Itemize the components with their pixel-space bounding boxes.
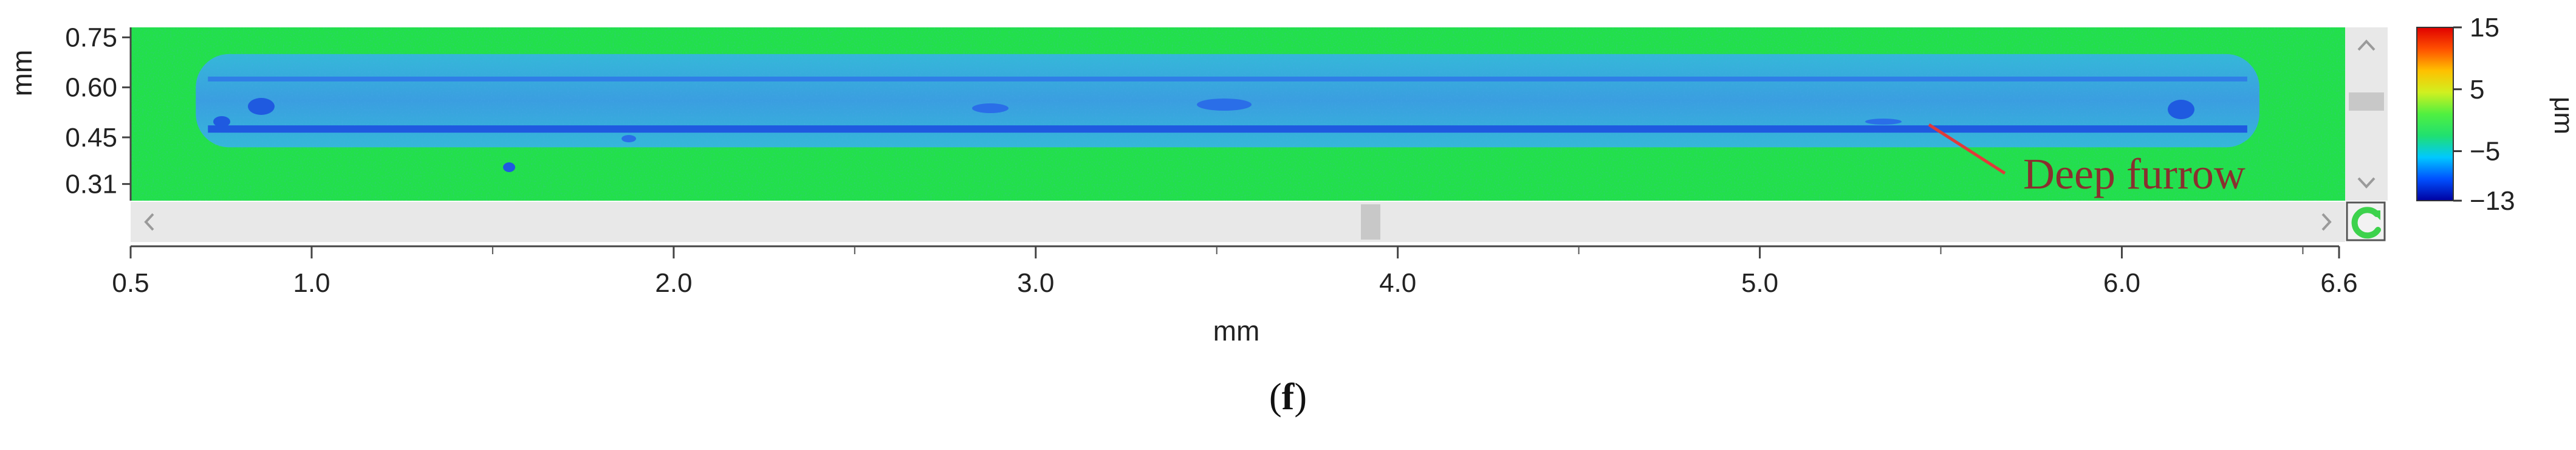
- colorbar-gradient: [2416, 27, 2454, 201]
- caption-close-paren: ): [1294, 376, 1307, 418]
- defect-spot: [1197, 99, 1252, 111]
- colorbar-tick-label: −13: [2470, 186, 2515, 216]
- colorbar-label: μm: [2549, 97, 2576, 134]
- y-tick-label: 0.60: [65, 73, 117, 103]
- x-tick-label: 6.0: [2103, 268, 2140, 298]
- vertical-scroll-thumb[interactable]: [2349, 92, 2384, 111]
- colorbar-tick-label: 5: [2470, 75, 2484, 105]
- defect-spot: [248, 98, 275, 115]
- refresh-icon[interactable]: [2351, 207, 2381, 239]
- x-tick-label: 2.0: [655, 268, 692, 298]
- horizontal-scroll-track[interactable]: [131, 202, 2345, 242]
- chevron-right-icon[interactable]: [2321, 213, 2332, 231]
- refresh-button[interactable]: [2346, 201, 2386, 241]
- horizontal-scrollbar[interactable]: [131, 202, 2345, 242]
- colorbar-tick-label: −5: [2470, 137, 2500, 167]
- defect-spot: [972, 103, 1009, 113]
- chevron-down-icon[interactable]: [2357, 177, 2376, 189]
- x-tick-label: 4.0: [1379, 268, 1416, 298]
- annotation-label: Deep furrow: [2023, 150, 2245, 198]
- colorbar: [2416, 27, 2454, 201]
- x-axis-ticks: 0.5 1.0 2.0 3.0 4.0 5.0 6.0 6.6: [112, 246, 2358, 298]
- caption-letter: f: [1281, 376, 1295, 418]
- horizontal-scroll-thumb[interactable]: [1361, 204, 1380, 240]
- furrow-upper-line: [208, 76, 2247, 81]
- x-tick-label: 3.0: [1017, 268, 1054, 298]
- colorbar-tick-label: 15: [2470, 13, 2499, 43]
- y-axis-ticks: 0.75 0.60 0.45 0.31: [65, 22, 131, 199]
- caption-open-paren: (: [1269, 376, 1282, 418]
- noise-texture: [131, 27, 2345, 201]
- refresh-arrow-head: [2371, 210, 2380, 220]
- y-axis-label: mm: [6, 50, 38, 97]
- y-tick-label: 0.31: [65, 170, 117, 199]
- defect-spot: [503, 162, 515, 172]
- x-tick-label: 6.6: [2320, 268, 2357, 298]
- defect-spot: [213, 116, 230, 127]
- x-axis-label: mm: [1213, 315, 1260, 347]
- defect-spot: [1865, 119, 1902, 125]
- annotation-pointer-line: [1928, 123, 2006, 175]
- blue-spots: [213, 98, 2194, 172]
- chevron-left-icon[interactable]: [144, 213, 154, 231]
- chevron-up-icon[interactable]: [2357, 40, 2376, 51]
- heatmap-plot-area: [131, 27, 2345, 201]
- defect-spot: [622, 135, 636, 142]
- x-tick-label: 1.0: [293, 268, 330, 298]
- y-tick-label: 0.75: [65, 22, 117, 52]
- defect-spot: [2168, 100, 2194, 119]
- deep-furrow-line: [208, 125, 2247, 133]
- vertical-scroll-track[interactable]: [2345, 27, 2388, 201]
- x-tick-label: 5.0: [1741, 268, 1778, 298]
- vertical-scrollbar[interactable]: [2345, 27, 2388, 201]
- y-tick-label: 0.45: [65, 123, 117, 153]
- x-tick-label: 0.5: [112, 268, 149, 298]
- figure-caption: (f): [0, 376, 2576, 419]
- colorbar-ticks: 15 5 −5 −13: [2453, 13, 2515, 216]
